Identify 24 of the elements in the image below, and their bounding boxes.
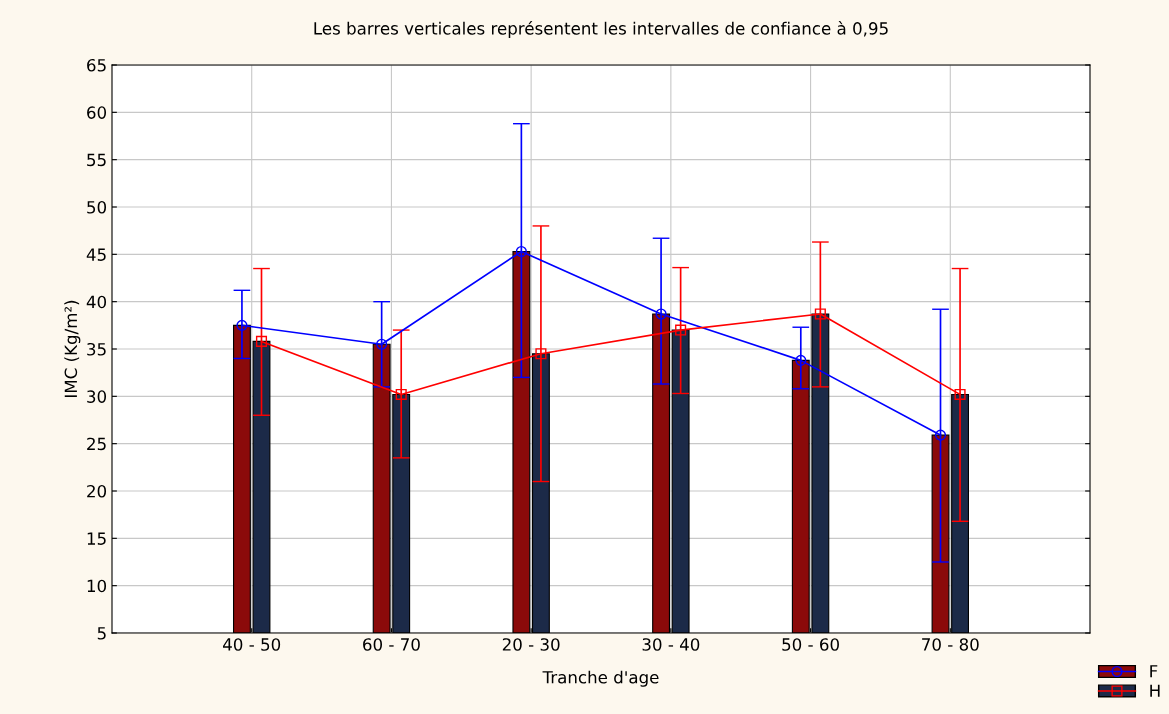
y-tick-label: 25: [87, 437, 106, 451]
y-tick-label: 10: [87, 579, 107, 593]
y-tick-label: 55: [87, 153, 106, 167]
x-axis-title: Tranche d'age: [542, 670, 659, 687]
x-tick-label: 40 - 50: [223, 638, 281, 651]
x-tick-label: 20 - 30: [502, 638, 560, 651]
y-tick-label: 65: [87, 58, 106, 72]
x-tick-label: 50 - 60: [782, 638, 839, 651]
y-tick-label: 15: [87, 532, 106, 545]
y-tick-label: 35: [87, 342, 106, 356]
y-tick-label: 50: [87, 200, 107, 214]
legend-label: F: [1150, 665, 1158, 678]
x-tick-label: 70 - 80: [922, 638, 979, 651]
x-tick-label: 30 - 40: [642, 638, 700, 651]
legend-label: H: [1150, 684, 1160, 697]
y-tick-label: 20: [87, 484, 107, 498]
x-tick-label: 60 - 70: [363, 638, 420, 651]
y-tick-label: 60: [87, 106, 107, 119]
y-tick-label: 45: [86, 248, 106, 261]
chart-title: Les barres verticales représentent les intervalles de confiance à 0,95: [314, 21, 888, 38]
y-tick-label: 30: [87, 390, 107, 403]
y-tick-label: 5: [97, 627, 106, 640]
y-tick-label: 40: [86, 295, 107, 309]
y-axis-title: IMC (Kg/m²): [64, 300, 81, 397]
